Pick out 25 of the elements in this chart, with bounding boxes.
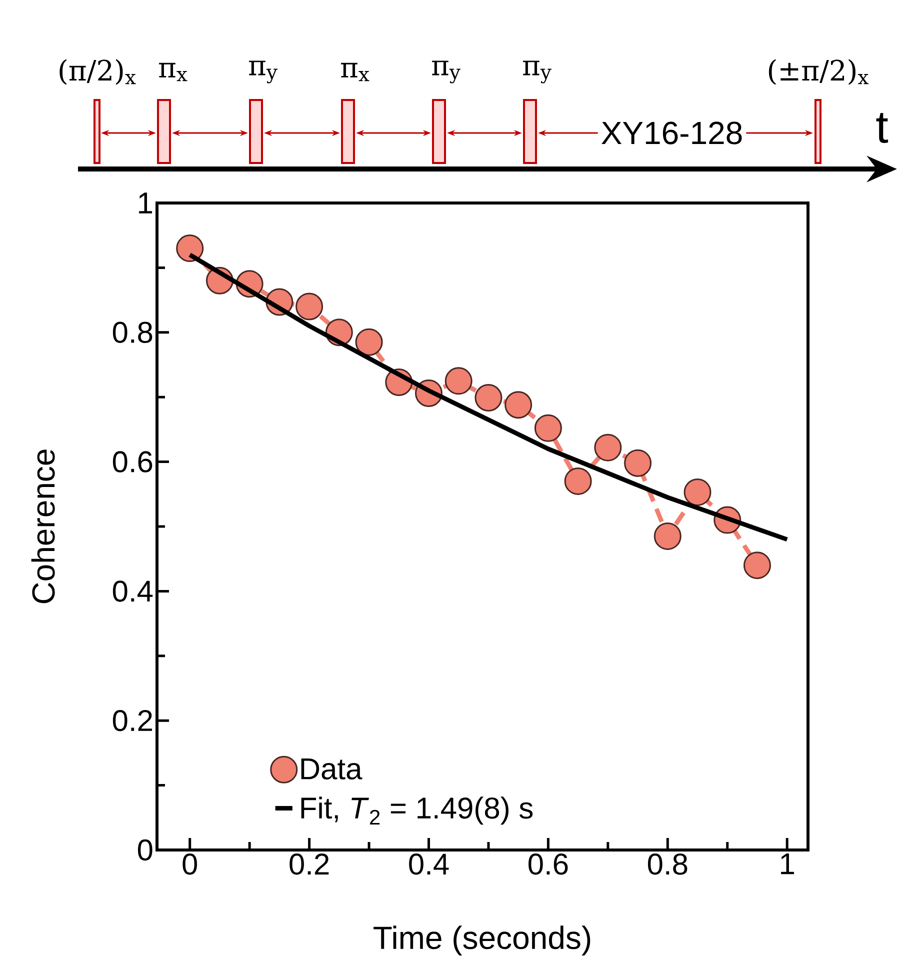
legend-label: Fit, T$_{2}$ = 1.49(8) s bbox=[301, 796, 533, 825]
y-axis-title: Coherence bbox=[31, 450, 55, 604]
y-tick-label: 0.4 bbox=[112, 580, 153, 602]
text: π$_{x}$ bbox=[341, 62, 370, 82]
y-tick-label: 0.6 bbox=[112, 451, 152, 472]
text: π$_{y}$ bbox=[249, 60, 278, 84]
legend-label: Data bbox=[301, 758, 362, 780]
text: t bbox=[876, 112, 888, 144]
x-tick-label: 0 bbox=[182, 854, 198, 875]
x-axis-title: Time (seconds) bbox=[374, 926, 590, 956]
text: XY16-128 bbox=[602, 122, 742, 144]
text: π$_{x}$ bbox=[159, 62, 188, 82]
x-tick-label: 0.8 bbox=[648, 854, 688, 875]
text: π$_{y}$ bbox=[432, 60, 460, 84]
y-tick-label: 0.2 bbox=[112, 710, 152, 732]
y-tick-label: 0.8 bbox=[112, 322, 152, 344]
x-tick-label: 0.2 bbox=[290, 854, 329, 875]
y-tick-label: 1 bbox=[139, 192, 152, 214]
y-tick-label: 0 bbox=[138, 839, 152, 861]
x-tick-label: 0.4 bbox=[409, 854, 449, 875]
text: (±π/2)$_{x}$ bbox=[768, 59, 869, 85]
x-tick-label: 0.6 bbox=[528, 854, 568, 875]
text: (π/2)$_{x}$ bbox=[60, 59, 136, 85]
x-tick-label: 1 bbox=[781, 854, 794, 874]
text: π$_{y}$ bbox=[523, 60, 552, 84]
